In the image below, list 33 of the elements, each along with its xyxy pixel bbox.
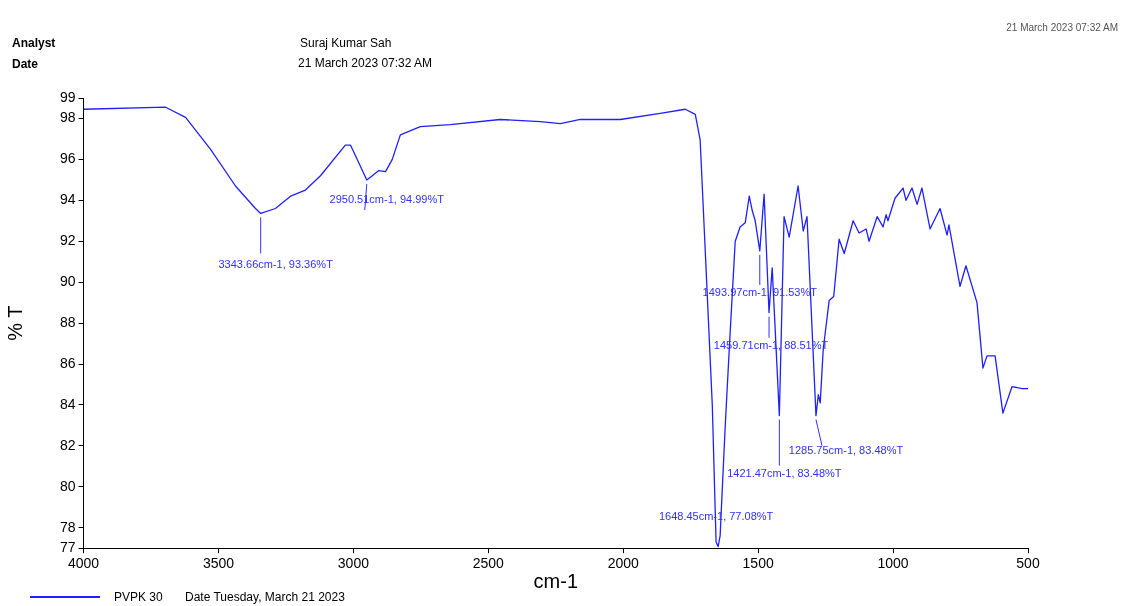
y-tick-label: 94: [59, 191, 76, 208]
y-tick-label: 98: [59, 109, 76, 126]
x-tick-label: 1000: [877, 555, 909, 572]
text: Suraj Kumar Sah: [300, 36, 392, 50]
y-tick-label: 92: [59, 232, 76, 249]
y-tick-label: 77: [59, 539, 76, 556]
y-tick-label: 78: [59, 518, 76, 535]
x-tick-label: 2500: [472, 555, 505, 572]
y-axis-title: % T: [4, 305, 26, 341]
y-tick-label: 96: [59, 150, 76, 167]
x-axis-title: cm-1: [533, 570, 579, 592]
annotation: 3343.66cm-1, 93.36%T: [218, 258, 334, 271]
x-tick-label: 3000: [337, 555, 370, 572]
x-tick-label: 2000: [607, 555, 640, 572]
x-tick-label: 1500: [742, 555, 774, 572]
text: 21 March 2023 07:32 AM: [298, 56, 433, 70]
text: PVPK 30: [114, 590, 163, 604]
x-tick-label: 3500: [202, 555, 235, 572]
text: Date Tuesday, March 21 2023: [185, 590, 345, 604]
y-tick-label: 82: [59, 436, 76, 453]
text: Date: [12, 57, 39, 71]
y-tick-label: 80: [59, 477, 76, 494]
y-tick-label: 84: [59, 395, 76, 412]
x-tick-label: 500: [1016, 555, 1040, 572]
annotation: 1421.47cm-1, 83.48%T: [727, 466, 842, 479]
y-tick-label: 88: [59, 313, 76, 330]
text: 21 March 2023 07:32 AM: [1006, 22, 1118, 33]
y-tick-label: 90: [59, 273, 76, 290]
text: Analyst: [12, 36, 56, 50]
y-tick-label: 99: [59, 88, 76, 105]
x-tick-label: 4000: [67, 555, 100, 572]
y-tick-label: 86: [59, 354, 76, 371]
annotation: 1285.75cm-1, 83.48%T: [788, 443, 904, 456]
